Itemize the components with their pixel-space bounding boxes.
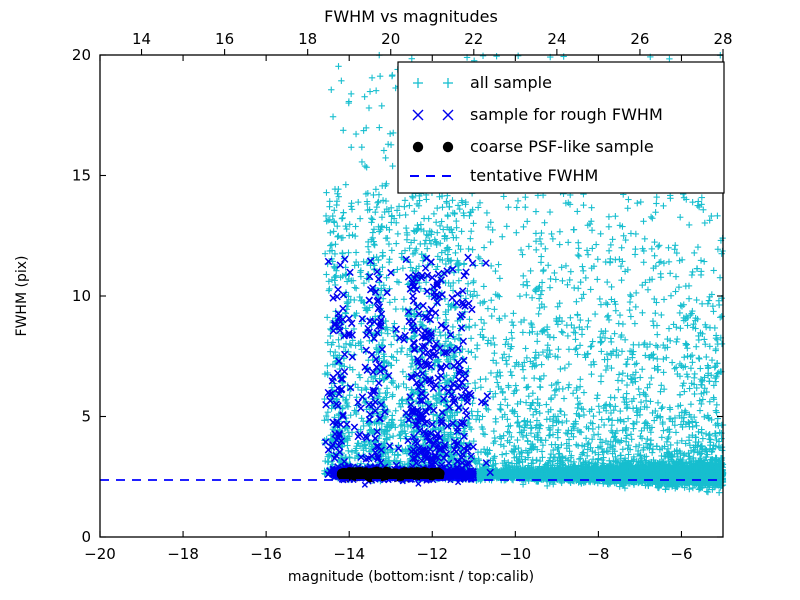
fwhm-vs-magnitudes-scatter-plot: −20−18−16−14−12−10−8−6051015201416182022… [0,0,800,600]
figure-canvas: −20−18−16−14−12−10−8−6051015201416182022… [0,0,800,600]
